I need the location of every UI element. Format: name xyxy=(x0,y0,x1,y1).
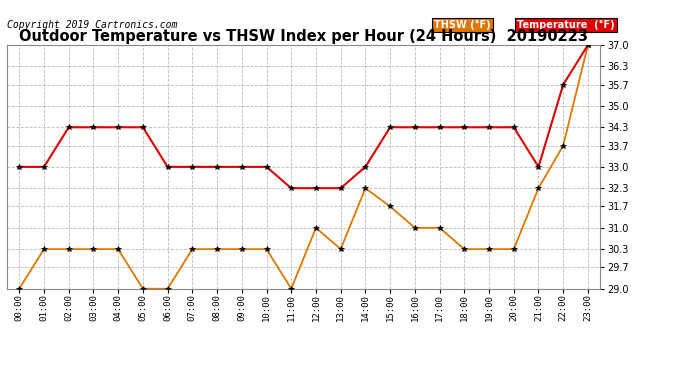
Title: Outdoor Temperature vs THSW Index per Hour (24 Hours)  20190223: Outdoor Temperature vs THSW Index per Ho… xyxy=(19,29,588,44)
Text: Copyright 2019 Cartronics.com: Copyright 2019 Cartronics.com xyxy=(7,20,177,30)
Text: Temperature  (°F): Temperature (°F) xyxy=(518,20,615,30)
Text: THSW (°F): THSW (°F) xyxy=(434,20,491,30)
